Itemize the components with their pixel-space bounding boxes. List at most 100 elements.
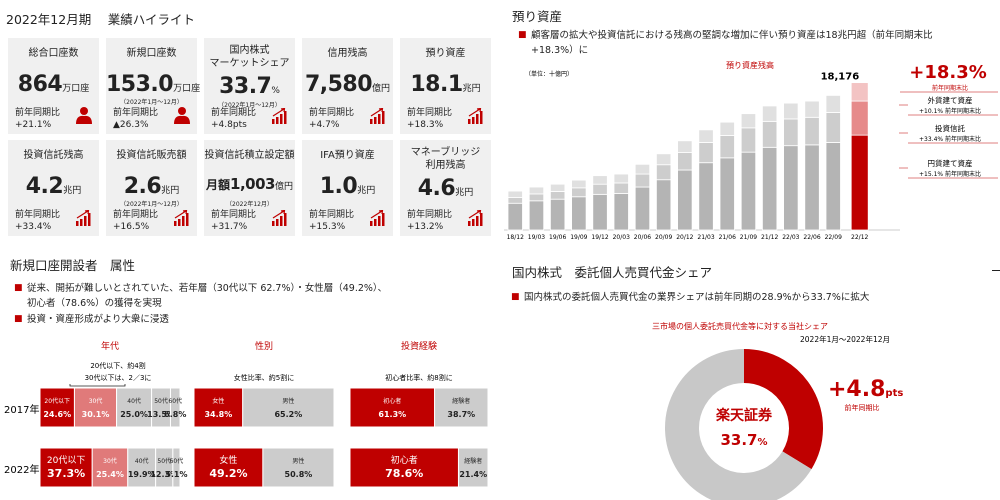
kpi-card-value: 7,580億円 (302, 72, 393, 97)
bar-segment-label: 男性 (292, 457, 304, 465)
x-tick-label: 20/03 (613, 234, 630, 241)
kpi-card-compare-value: ▲26.3% (113, 120, 149, 130)
kpi-card-title: 総合口座数 (28, 48, 79, 59)
bar-segment (850, 82, 869, 102)
bar-segment-label: 50代 (157, 457, 171, 465)
x-tick-label: 22/09 (825, 234, 842, 241)
bar-segment (193, 387, 244, 428)
share-delta-unit: pts (885, 388, 903, 399)
kpi-card-period: （2022年12月） (226, 201, 273, 208)
data-label: 24.6% (43, 410, 71, 419)
data-label: 5.1% (165, 470, 187, 479)
legend-label: 投資信託 (935, 123, 965, 133)
bar-segment (783, 102, 799, 120)
bar-segment (655, 153, 672, 166)
kpi-card-unit: 万口座 (62, 84, 90, 94)
bar-segment (39, 447, 93, 488)
kpi-card-unit: 億円 (372, 84, 391, 94)
bar-segment (127, 447, 157, 488)
data-label: 12.3% (150, 470, 178, 479)
kpi-card: 信用残高 7,580億円 前年同期比 +4.7% (302, 38, 393, 134)
kpi-card-value: 1.0兆円 (302, 174, 393, 199)
x-tick-label: 21/06 (719, 234, 736, 241)
callout-text: 初心者比率、約8割に (385, 373, 452, 382)
bar-segment (172, 447, 181, 488)
callout-text: 20代以下、約4割 (90, 361, 145, 370)
kpi-card-number: 864 (17, 72, 63, 97)
chart-title: 預り資産残高 (726, 60, 774, 70)
kpi-card-compare-value: +15.3% (309, 222, 346, 232)
kpi-card-value: 18.1兆円 (400, 72, 491, 97)
kpi-card-unit: 兆円 (455, 188, 474, 198)
bar-segment (783, 145, 799, 231)
kpi-card-value: 864万口座 (8, 72, 99, 97)
bar-segment-label: 50代 (154, 397, 168, 405)
bar-growth-icon (468, 107, 484, 128)
growth-sub: 前年同期末比 (932, 84, 968, 92)
kpi-card-number: 1.0 (319, 174, 358, 199)
bar-segment (804, 144, 820, 231)
donut-period: 2022年1月〜2022年12月 (800, 334, 890, 344)
kpi-card-value: 4.2兆円 (8, 174, 99, 199)
x-tick-label: 20/12 (676, 234, 693, 241)
bar-segment (528, 193, 545, 202)
bar-segment (677, 152, 693, 171)
page-title: 2022年12月期 業績ハイライト (6, 12, 195, 27)
bar-segment (39, 387, 75, 428)
kpi-card-value: 153.0万口座 (106, 72, 201, 97)
kpi-card: マネーブリッジ 利用残高 4.6兆円 前年同期比 +13.2% (400, 140, 491, 236)
bar-segment-label: 女性 (212, 397, 224, 405)
bar-segment (169, 387, 181, 428)
kpi-card-number: 7,580 (304, 72, 373, 97)
x-tick-label: 21/09 (740, 234, 757, 241)
bar-segment (349, 387, 436, 428)
kpi-card-prefix: 月額 (206, 178, 231, 192)
bar-segment (155, 447, 174, 488)
kpi-card-title: 投資信託販売額 (116, 150, 187, 161)
bar-segment (850, 134, 869, 231)
kpi-card-number: 4.2 (25, 174, 64, 199)
kpi-card-number: 4.6 (417, 176, 456, 201)
kpi-card: 投資信託残高 4.2兆円 前年同期比 +33.4% (8, 140, 99, 236)
row-label: 2017年 (4, 403, 39, 416)
kpi-card-unit: 万口座 (173, 84, 201, 94)
kpi-card-unit: 億円 (274, 182, 293, 192)
data-label: 78.6% (385, 467, 423, 480)
bar-segment (91, 447, 129, 488)
data-label: 50.8% (285, 470, 313, 479)
kpi-card: 投資信託積立設定額 月額1,003億円 （2022年12月） 前年同期比 +31.7% (204, 140, 295, 236)
bar-segment (740, 113, 757, 129)
data-label: 13.5% (147, 410, 175, 419)
legend-sub: +10.1% 前年同期末比 (919, 107, 981, 115)
bar-segment (761, 146, 778, 231)
bar-segment (740, 127, 757, 153)
share-chart: 三市場の個人委託売買代金等に対する当社シェア 2022年1月〜2022年12月楽天… (652, 321, 903, 500)
bar-segment (825, 142, 841, 231)
bar-segment (698, 142, 714, 164)
legend-label: 外貨建て資産 (928, 95, 973, 105)
kpi-card-number: 1,003 (230, 175, 275, 193)
kpi-card-unit: 兆円 (161, 186, 180, 196)
kpi-card-compare-value: +13.2% (407, 222, 444, 232)
bar-segment (677, 140, 693, 153)
kpi-card-compare-value: +4.7% (309, 120, 340, 130)
kpi-card-compare-label: 前年同期比 (211, 210, 257, 220)
assets-title: 預り資産 (512, 9, 563, 24)
bar-segment (193, 447, 264, 488)
assets-bullet: 顧客層の拡大や投資信託における残高の堅調な増加に伴い預り資産は18兆円超（前年同… (518, 28, 991, 58)
bar-segment (613, 173, 629, 184)
x-tick-label: 22/06 (803, 234, 820, 241)
bar-segment (740, 151, 757, 231)
person-icon (174, 106, 190, 128)
bar-segment-label: 30代 (103, 457, 117, 465)
growth-value: +18.3% (909, 62, 987, 83)
kpi-card-unit: % (271, 86, 280, 96)
share-bullet: 国内株式の委託個人売買代金の業界シェアは前年同期の28.9%から33.7%に拡大 (511, 290, 869, 305)
kpi-card-number: 2.6 (123, 174, 162, 199)
bar-growth-icon (76, 209, 92, 230)
x-tick-label: 22/12 (851, 234, 868, 241)
x-tick-label: 21/12 (761, 234, 778, 241)
kpi-card-value: 33.7% (204, 74, 295, 99)
kpi-card-title: IFA預り資産 (320, 150, 375, 161)
data-label: 34.8% (204, 410, 232, 419)
